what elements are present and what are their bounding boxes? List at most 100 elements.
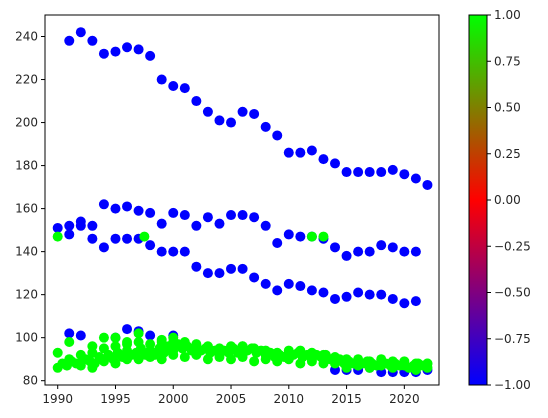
y-tick-label: 220 <box>15 73 38 87</box>
data-point <box>341 354 352 365</box>
x-tick-label: 2005 <box>216 392 247 406</box>
data-point <box>237 352 248 363</box>
data-point <box>364 289 375 300</box>
x-axis: 1990 1995 2000 2005 2010 2015 2020 <box>42 385 420 406</box>
data-point <box>122 339 133 350</box>
data-point <box>145 50 156 61</box>
data-point <box>156 246 167 257</box>
data-point <box>64 220 75 231</box>
data-point <box>237 210 248 221</box>
data-point <box>410 246 421 257</box>
data-point <box>122 201 133 212</box>
x-tick-label: 1990 <box>42 392 73 406</box>
data-point <box>75 27 86 38</box>
data-point <box>272 347 283 358</box>
data-point <box>306 145 317 156</box>
data-point <box>295 147 306 158</box>
data-point <box>122 324 133 335</box>
data-point <box>98 332 109 343</box>
data-point <box>133 336 144 347</box>
data-point <box>64 229 75 240</box>
data-point <box>410 173 421 184</box>
y-tick-label: 100 <box>15 331 38 345</box>
data-point <box>295 281 306 292</box>
data-point <box>110 358 121 369</box>
colorbar-tick-label: 0.25 <box>494 147 521 161</box>
x-tick-label: 2015 <box>331 392 362 406</box>
data-point <box>249 212 260 223</box>
y-tick-label: 240 <box>15 30 38 44</box>
data-point <box>306 285 317 296</box>
data-point <box>191 261 202 272</box>
data-point <box>168 349 179 360</box>
data-point <box>272 130 283 141</box>
data-point <box>98 343 109 354</box>
data-point <box>353 246 364 257</box>
data-point <box>168 246 179 257</box>
data-point <box>318 287 329 298</box>
data-point <box>410 296 421 307</box>
data-point <box>191 349 202 360</box>
data-point <box>214 343 225 354</box>
data-point <box>202 106 213 117</box>
scatter-points <box>52 27 433 378</box>
data-point <box>145 330 156 341</box>
data-point <box>156 334 167 345</box>
data-point <box>387 293 398 304</box>
data-point <box>283 345 294 356</box>
data-point <box>52 347 63 358</box>
x-tick-label: 2020 <box>389 392 420 406</box>
data-point <box>376 240 387 251</box>
data-point <box>202 212 213 223</box>
data-point <box>249 356 260 367</box>
data-point <box>330 293 341 304</box>
colorbar-tick-label: −0.25 <box>494 239 531 253</box>
data-point <box>133 328 144 339</box>
data-point <box>226 117 237 128</box>
data-point <box>272 238 283 249</box>
data-point <box>168 207 179 218</box>
data-point <box>98 354 109 365</box>
data-point <box>353 167 364 178</box>
data-point <box>191 339 202 350</box>
data-point <box>64 336 75 347</box>
data-point <box>75 349 86 360</box>
data-point <box>133 44 144 55</box>
data-point <box>272 356 283 367</box>
data-point <box>306 356 317 367</box>
plot-frame <box>44 14 440 386</box>
colorbar-tick-label: −0.75 <box>494 332 531 346</box>
data-point <box>145 352 156 363</box>
data-point <box>295 345 306 356</box>
data-point <box>283 278 294 289</box>
data-point <box>168 336 179 347</box>
data-point <box>399 360 410 371</box>
data-point <box>295 231 306 242</box>
data-point <box>318 231 329 242</box>
colorbar-axis: −1.00 −0.75 −0.50 −0.25 0.00 0.25 0.50 0.75 1.00 <box>487 8 531 392</box>
data-point <box>387 242 398 253</box>
data-point <box>110 203 121 214</box>
data-point <box>399 246 410 257</box>
data-point <box>376 167 387 178</box>
data-point <box>87 362 98 373</box>
data-point <box>249 343 260 354</box>
data-point <box>98 242 109 253</box>
data-point <box>306 347 317 358</box>
data-point <box>364 167 375 178</box>
data-point <box>214 115 225 126</box>
data-point <box>249 272 260 283</box>
colorbar-tick-label: 1.00 <box>494 8 521 22</box>
data-point <box>179 352 190 363</box>
data-point <box>179 336 190 347</box>
data-point <box>87 347 98 358</box>
data-point <box>179 83 190 94</box>
data-point <box>98 48 109 59</box>
data-point <box>387 362 398 373</box>
data-point <box>110 46 121 57</box>
data-point <box>341 291 352 302</box>
data-point <box>87 35 98 46</box>
data-point <box>202 354 213 365</box>
data-point <box>341 167 352 178</box>
